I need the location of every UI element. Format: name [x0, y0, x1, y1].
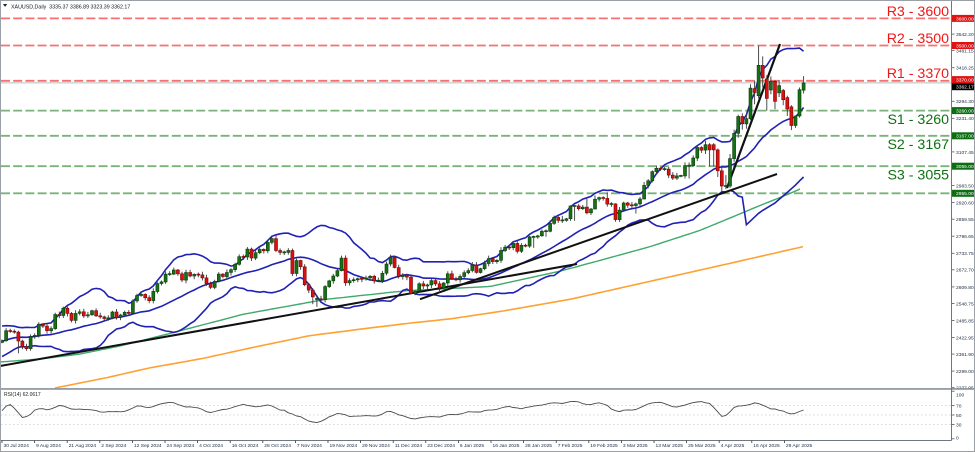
svg-text:4 Oct 2024: 4 Oct 2024 — [199, 443, 223, 449]
svg-text:2 Sep 2024: 2 Sep 2024 — [101, 443, 126, 449]
svg-text:R3 - 3600: R3 - 3600 — [887, 4, 949, 20]
svg-text:0: 0 — [956, 436, 959, 442]
svg-text:2422.95: 2422.95 — [956, 335, 974, 341]
svg-text:S1 - 3260: S1 - 3260 — [887, 112, 949, 128]
svg-text:2548.75: 2548.75 — [956, 301, 974, 307]
svg-text:3107.45: 3107.45 — [956, 150, 974, 156]
svg-text:3055.00: 3055.00 — [956, 164, 974, 170]
svg-text:3 Mar 2025: 3 Mar 2025 — [623, 443, 648, 449]
svg-text:6 Jan 2025: 6 Jan 2025 — [460, 443, 484, 449]
svg-text:S3 - 3055: S3 - 3055 — [887, 167, 949, 183]
svg-text:2672.70: 2672.70 — [956, 268, 974, 274]
svg-text:7 Nov 2024: 7 Nov 2024 — [297, 443, 322, 449]
svg-text:3418.25: 3418.25 — [956, 66, 974, 72]
svg-text:70: 70 — [956, 403, 962, 409]
svg-text:16 Apr 2025: 16 Apr 2025 — [753, 443, 780, 449]
svg-text:2859.55: 2859.55 — [956, 217, 974, 223]
svg-text:50: 50 — [956, 413, 962, 419]
svg-text:R2 - 3500: R2 - 3500 — [887, 31, 949, 47]
svg-text:2955.00: 2955.00 — [956, 191, 974, 197]
svg-text:2609.80: 2609.80 — [956, 285, 974, 291]
svg-text:3481.15: 3481.15 — [956, 49, 974, 55]
svg-text:3500.00: 3500.00 — [956, 43, 974, 49]
svg-text:29 Nov 2024: 29 Nov 2024 — [362, 443, 390, 449]
svg-text:2485.85: 2485.85 — [956, 318, 974, 324]
svg-text:3600.00: 3600.00 — [956, 16, 974, 22]
svg-text:3362.17: 3362.17 — [956, 85, 974, 91]
svg-text:100: 100 — [956, 392, 964, 398]
svg-text:12 Sep 2024: 12 Sep 2024 — [134, 443, 162, 449]
svg-text:23 Dec 2024: 23 Dec 2024 — [427, 443, 455, 449]
svg-text:2920.60: 2920.60 — [956, 201, 974, 207]
svg-text:24 Sep 2024: 24 Sep 2024 — [167, 443, 195, 449]
svg-text:2796.65: 2796.65 — [956, 234, 974, 240]
svg-text:RSI(14) 62.0617: RSI(14) 62.0617 — [4, 392, 41, 398]
svg-text:28 Oct 2024: 28 Oct 2024 — [264, 443, 291, 449]
svg-text:25 Mar 2025: 25 Mar 2025 — [688, 443, 716, 449]
svg-text:3294.30: 3294.30 — [956, 99, 974, 105]
svg-text:3542.20: 3542.20 — [956, 32, 974, 38]
svg-text:4 Apr 2025: 4 Apr 2025 — [721, 443, 745, 449]
svg-text:7 Feb 2025: 7 Feb 2025 — [558, 443, 583, 449]
svg-text:2733.75: 2733.75 — [956, 251, 974, 257]
svg-text:S2 - 3167: S2 - 3167 — [887, 137, 949, 153]
svg-text:3260.00: 3260.00 — [956, 109, 974, 115]
svg-text:28 Jan 2025: 28 Jan 2025 — [525, 443, 552, 449]
svg-text:19 Feb 2025: 19 Feb 2025 — [590, 443, 618, 449]
svg-text:29 Apr 2025: 29 Apr 2025 — [786, 443, 813, 449]
svg-text:11 Dec 2024: 11 Dec 2024 — [395, 443, 423, 449]
svg-text:16 Oct 2024: 16 Oct 2024 — [232, 443, 259, 449]
svg-text:2361.90: 2361.90 — [956, 352, 974, 358]
svg-text:16 Jan 2025: 16 Jan 2025 — [493, 443, 520, 449]
svg-text:2983.50: 2983.50 — [956, 184, 974, 190]
svg-text:9 Aug 2024: 9 Aug 2024 — [36, 443, 61, 449]
svg-text:XAUUSD,Daily 3335.37 3386.89: XAUUSD,Daily 3335.37 3386.89 3323.39 336… — [11, 4, 130, 10]
svg-text:3231.40: 3231.40 — [956, 116, 974, 122]
svg-text:3167.00: 3167.00 — [956, 134, 974, 140]
svg-text:2299.00: 2299.00 — [956, 369, 974, 375]
svg-text:R1 - 3370: R1 - 3370 — [887, 66, 949, 82]
svg-text:19 Nov 2024: 19 Nov 2024 — [330, 443, 358, 449]
svg-text:3370.00: 3370.00 — [956, 78, 974, 84]
svg-text:13 Mar 2025: 13 Mar 2025 — [656, 443, 684, 449]
svg-text:21 Aug 2024: 21 Aug 2024 — [69, 443, 97, 449]
svg-text:30: 30 — [956, 422, 962, 428]
svg-text:30 Jul 2024: 30 Jul 2024 — [4, 443, 30, 449]
